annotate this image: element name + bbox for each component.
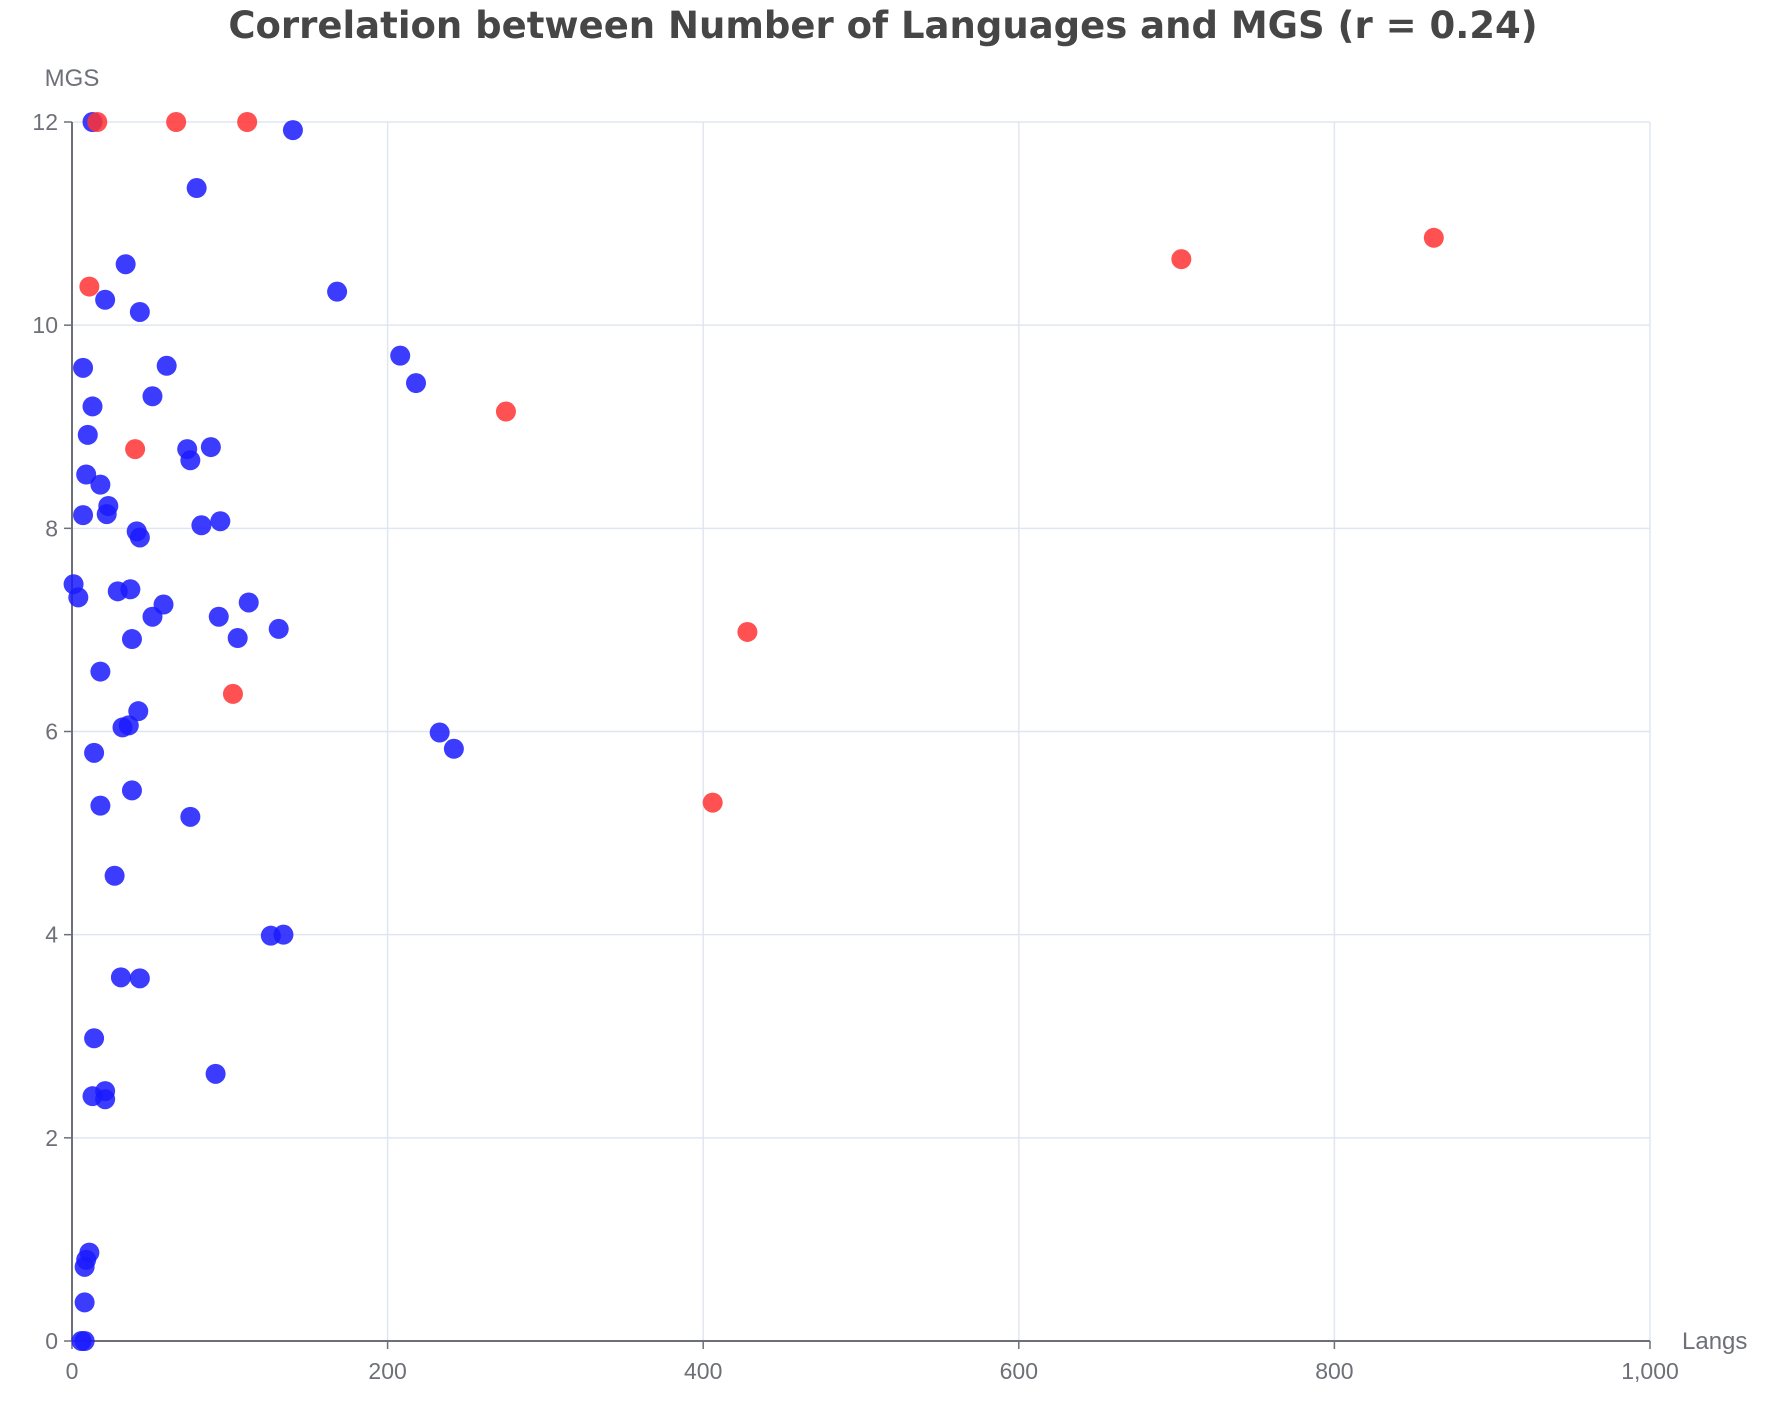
data-point-blue [227, 628, 248, 649]
y-axis-label: MGS [45, 65, 100, 92]
data-point-blue [390, 345, 411, 366]
x-tick-label: 0 [66, 1358, 79, 1384]
data-point-blue [406, 373, 427, 394]
data-point-blue [77, 424, 98, 445]
data-point-blue [208, 606, 229, 627]
grid-layer [72, 121, 1651, 1341]
data-point-blue [96, 504, 117, 525]
x-tick-label: 1,000 [1621, 1358, 1679, 1384]
data-point-blue [129, 527, 150, 548]
data-point-blue [205, 1063, 226, 1084]
data-point-blue [273, 924, 294, 945]
data-point-red [79, 276, 100, 297]
data-point-blue [180, 450, 201, 471]
data-point-red [125, 439, 146, 460]
x-tick-label: 200 [368, 1358, 406, 1384]
data-point-blue [74, 1292, 95, 1313]
data-point-blue [129, 968, 150, 989]
data-point-red [87, 112, 108, 132]
y-tick-label: 12 [32, 109, 58, 135]
data-point-red [222, 683, 243, 704]
y-tick-label: 4 [45, 922, 58, 948]
data-point-blue [129, 301, 150, 322]
data-point-blue [268, 618, 289, 639]
x-tick-label: 400 [684, 1358, 722, 1384]
y-tick-label: 8 [45, 515, 58, 541]
x-axis-label: Langs [1682, 1328, 1747, 1355]
data-point-red [237, 112, 258, 132]
data-point-blue [95, 289, 116, 310]
data-point-blue [74, 1331, 95, 1351]
data-point-blue [186, 178, 207, 199]
data-point-blue [68, 587, 89, 608]
data-point-red [737, 621, 758, 642]
data-point-blue [74, 1256, 95, 1277]
y-tick-label: 10 [32, 312, 58, 338]
x-tick-label: 600 [1000, 1358, 1038, 1384]
data-point-blue [180, 806, 201, 827]
data-point-blue [95, 1089, 116, 1110]
data-point-blue [121, 780, 142, 801]
data-point-blue [191, 515, 212, 536]
data-point-blue [282, 120, 303, 141]
data-point-blue [73, 505, 94, 526]
data-point-blue [110, 967, 131, 988]
data-point-blue [90, 661, 111, 682]
data-point-blue [142, 386, 163, 407]
data-point-blue [429, 722, 450, 743]
data-point-blue [84, 1028, 105, 1049]
data-point-blue [443, 738, 464, 759]
data-point-blue [156, 355, 177, 376]
data-point-red [702, 792, 723, 813]
data-point-blue [90, 795, 111, 816]
data-point-blue [238, 592, 259, 613]
y-tick-label: 0 [45, 1328, 58, 1354]
data-point-blue [200, 437, 221, 458]
data-point-blue [210, 511, 231, 532]
data-point-blue [104, 865, 125, 886]
data-point-red [1171, 249, 1192, 270]
point-layer [63, 112, 1444, 1351]
data-point-blue [327, 281, 348, 302]
data-point-blue [118, 715, 139, 736]
data-point-blue [76, 464, 97, 485]
y-tick-label: 6 [45, 719, 58, 745]
data-point-blue [82, 396, 103, 417]
x-tick-label: 800 [1315, 1358, 1353, 1384]
chart-title: Correlation between Number of Languages … [228, 4, 1538, 47]
data-point-blue [142, 606, 163, 627]
axis-layer: 0 2 4 6 8 10 12 0 200 400 600 800 1,000 MGS Langs [32, 65, 1747, 1384]
y-tick-label: 2 [45, 1125, 58, 1151]
data-point-blue [120, 579, 141, 600]
data-point-red [1423, 227, 1444, 248]
data-point-blue [128, 701, 149, 722]
data-point-red [166, 112, 187, 132]
data-point-blue [84, 742, 105, 763]
data-point-blue [115, 254, 136, 275]
data-point-red [495, 401, 516, 422]
data-point-blue [73, 357, 94, 378]
data-point-blue [90, 474, 111, 495]
data-point-blue [121, 629, 142, 650]
